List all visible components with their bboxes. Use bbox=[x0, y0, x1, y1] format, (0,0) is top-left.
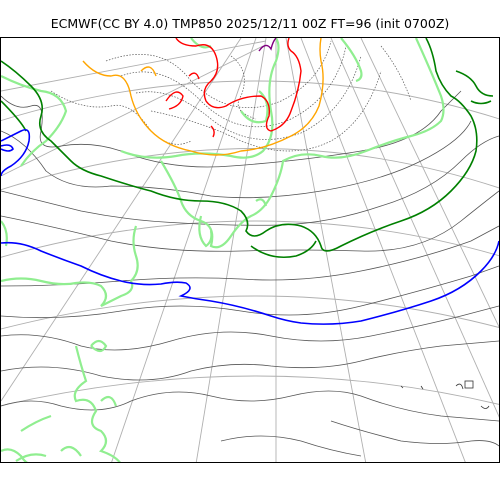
coastline bbox=[90, 339, 108, 353]
coastline bbox=[20, 414, 52, 432]
isotherm-gray bbox=[1, 120, 472, 199]
coastlines bbox=[1, 38, 445, 462]
coastline bbox=[1, 448, 28, 462]
isotherm-gray bbox=[1, 390, 499, 422]
longitude-line bbox=[1, 38, 242, 402]
coastline bbox=[1, 225, 139, 307]
isotherm-gray bbox=[1, 265, 499, 319]
isotherm-loop bbox=[464, 380, 474, 389]
blue-contours bbox=[1, 128, 499, 325]
isotherm-dotted bbox=[105, 40, 332, 108]
coastline bbox=[340, 38, 363, 83]
latitude-circle bbox=[1, 220, 499, 258]
isotherm-loop bbox=[420, 385, 424, 390]
red-contours bbox=[165, 38, 302, 138]
isotherm-loop bbox=[455, 383, 464, 390]
longitude-line bbox=[330, 38, 499, 418]
isotherm-loop bbox=[400, 385, 404, 389]
isotherm-blue bbox=[1, 240, 499, 325]
latitude-circle bbox=[1, 80, 499, 122]
longitude-line bbox=[1, 45, 264, 177]
isotherm-orange bbox=[140, 66, 157, 77]
isotherm-gray bbox=[1, 135, 499, 226]
isotherm-green bbox=[470, 100, 492, 105]
isotherm-gray bbox=[1, 305, 499, 351]
longitude-line bbox=[1, 40, 267, 92]
isotherm-orange bbox=[82, 38, 324, 156]
coastline bbox=[198, 215, 213, 248]
coastline bbox=[73, 345, 121, 462]
purple-contour bbox=[258, 38, 277, 52]
isotherm-green bbox=[455, 70, 494, 97]
isotherm-blue bbox=[1, 144, 14, 152]
longitude-line bbox=[300, 38, 466, 462]
isotherm-blue bbox=[1, 128, 31, 177]
isotherm-gray bbox=[330, 420, 499, 447]
green-contour bbox=[1, 38, 494, 259]
isotherm-red bbox=[188, 72, 200, 80]
orange-contour bbox=[82, 38, 324, 156]
isotherm-red bbox=[175, 38, 302, 132]
latitude-circle bbox=[1, 375, 499, 407]
isotherm-green bbox=[1, 38, 478, 252]
coastline bbox=[255, 198, 268, 207]
isotherm-red bbox=[165, 91, 184, 110]
isotherm-gray bbox=[220, 435, 362, 457]
coastline bbox=[60, 445, 82, 457]
chart-title: ECMWF(CC BY 4.0) TMP850 2025/12/11 00Z F… bbox=[50, 16, 450, 31]
isotherm-gray bbox=[1, 190, 499, 252]
map-panel bbox=[0, 37, 500, 463]
coastline bbox=[1, 75, 68, 167]
isotherm-loop bbox=[480, 405, 490, 409]
dotted-isotherms bbox=[50, 40, 412, 152]
coastline bbox=[15, 453, 47, 462]
coastline bbox=[160, 38, 445, 249]
isotherm-dotted bbox=[50, 90, 192, 145]
coastline bbox=[1, 220, 8, 247]
graticule bbox=[1, 38, 499, 462]
latitude-circle bbox=[1, 295, 499, 330]
isotherm-red bbox=[210, 125, 215, 138]
map-canvas bbox=[1, 38, 499, 462]
isotherm-green bbox=[1, 100, 27, 132]
isotherm-dotted bbox=[135, 55, 362, 140]
small-isotherm-loops bbox=[400, 380, 490, 409]
isotherm-green bbox=[250, 240, 317, 259]
isotherm-dotted bbox=[230, 55, 257, 120]
isotherm-gray bbox=[1, 340, 499, 381]
coastline bbox=[100, 395, 118, 407]
isotherm-dotted bbox=[380, 45, 412, 102]
coastline bbox=[120, 38, 280, 159]
longitude-line bbox=[111, 38, 257, 462]
isotherm-dotted bbox=[120, 45, 347, 128]
isotherm-purple bbox=[258, 38, 277, 52]
isotherm-dotted bbox=[150, 70, 382, 152]
